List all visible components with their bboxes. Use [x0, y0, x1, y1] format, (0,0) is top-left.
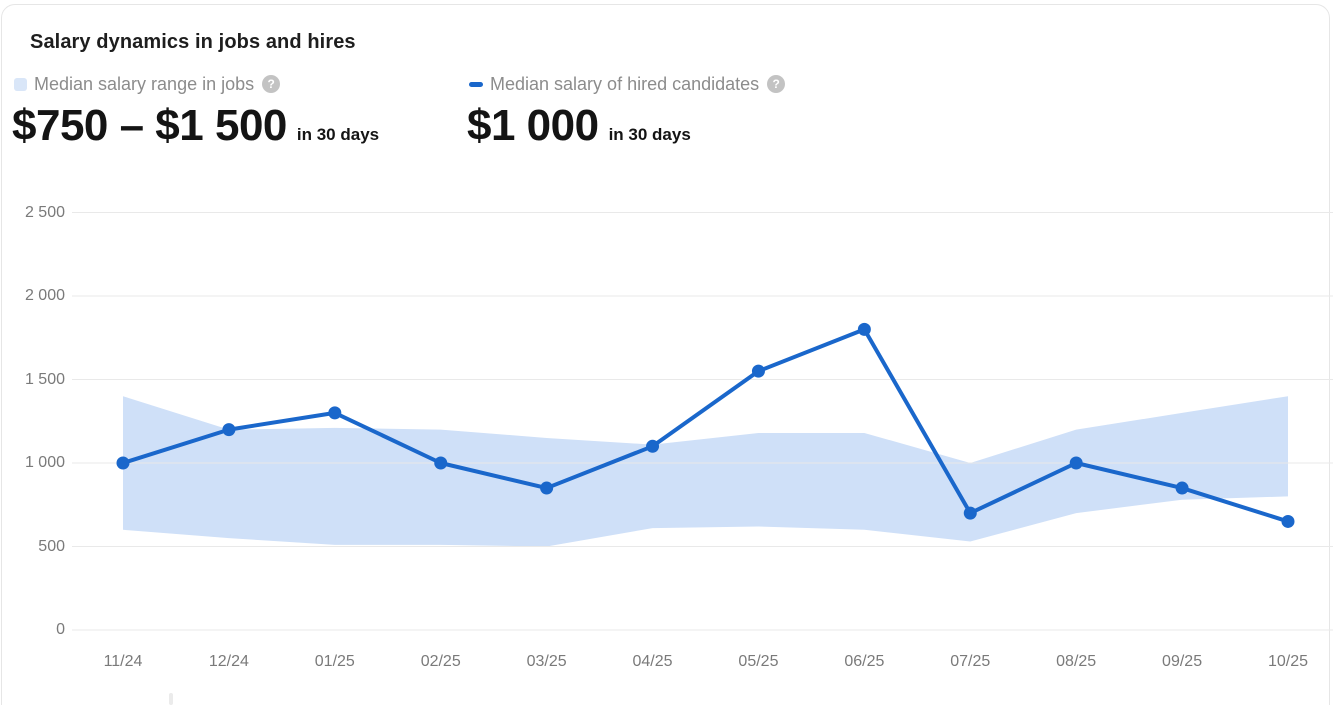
legend-jobs-salary-range: Median salary range in jobs ?	[12, 72, 379, 96]
data-point-08-25[interactable]	[1069, 456, 1083, 470]
help-icon[interactable]: ?	[262, 75, 281, 93]
line-legend-swatch-icon	[469, 81, 483, 87]
x-tick-label: 12/24	[208, 653, 249, 670]
data-point-12-24[interactable]	[222, 423, 236, 437]
jobs-salary-range-period: in 30 days	[296, 125, 380, 144]
data-point-04-25[interactable]	[646, 439, 660, 453]
x-tick-label: 02/25	[420, 653, 461, 670]
x-tick-label: 08/25	[1056, 653, 1097, 670]
data-point-05-25[interactable]	[751, 364, 765, 378]
x-tick-label: 03/25	[526, 653, 567, 670]
band-legend-swatch-icon	[14, 77, 27, 91]
data-point-01-25[interactable]	[328, 406, 342, 420]
metric-hired-salary: Median salary of hired candidates ? $1 0…	[467, 72, 786, 152]
y-tick-label: 1 500	[24, 370, 65, 388]
salary-range-band	[123, 396, 1288, 547]
data-point-09-25[interactable]	[1175, 481, 1189, 495]
data-point-11-24[interactable]	[116, 456, 130, 470]
value-row-jobs-range: $750 – $1 500 in 30 days	[12, 100, 379, 152]
legend-label-jobs-range: Median salary range in jobs	[34, 73, 255, 94]
data-point-06-25[interactable]	[857, 322, 871, 336]
x-tick-label: 01/25	[314, 653, 355, 670]
data-point-03-25[interactable]	[540, 481, 554, 495]
data-point-02-25[interactable]	[434, 456, 448, 470]
x-tick-label: 09/25	[1162, 653, 1203, 670]
scroll-indicator-fragment	[169, 693, 173, 705]
page-title: Salary dynamics in jobs and hires	[30, 31, 356, 53]
x-tick-label: 04/25	[632, 653, 673, 670]
help-icon[interactable]: ?	[767, 75, 786, 93]
x-tick-label: 11/24	[103, 653, 143, 670]
legend-label-hired-salary: Median salary of hired candidates	[490, 73, 760, 94]
y-tick-label: 2 000	[24, 287, 65, 304]
legend-hired-salary: Median salary of hired candidates ?	[467, 72, 786, 96]
y-tick-label: 500	[38, 537, 65, 555]
x-tick-label: 07/25	[950, 653, 991, 670]
y-tick-label: 0	[56, 621, 65, 638]
data-point-10-25[interactable]	[1281, 514, 1295, 528]
x-tick-label: 06/25	[844, 653, 885, 670]
data-point-07-25[interactable]	[963, 506, 977, 520]
hired-salary-period: in 30 days	[608, 125, 691, 144]
x-tick-label: 05/25	[738, 653, 779, 670]
metric-jobs-salary-range: Median salary range in jobs ? $750 – $1 …	[12, 72, 379, 152]
y-tick-label: 2 500	[24, 203, 65, 221]
hired-salary-line	[121, 327, 1290, 524]
value-row-hired-salary: $1 000 in 30 days	[467, 100, 785, 152]
card-background	[1, 4, 1330, 705]
jobs-salary-range-value: $750 – $1 500	[12, 101, 287, 150]
hired-salary-value: $1 000	[467, 101, 599, 150]
x-tick-label: 10/25	[1267, 653, 1308, 670]
y-tick-label: 1 000	[24, 454, 65, 471]
